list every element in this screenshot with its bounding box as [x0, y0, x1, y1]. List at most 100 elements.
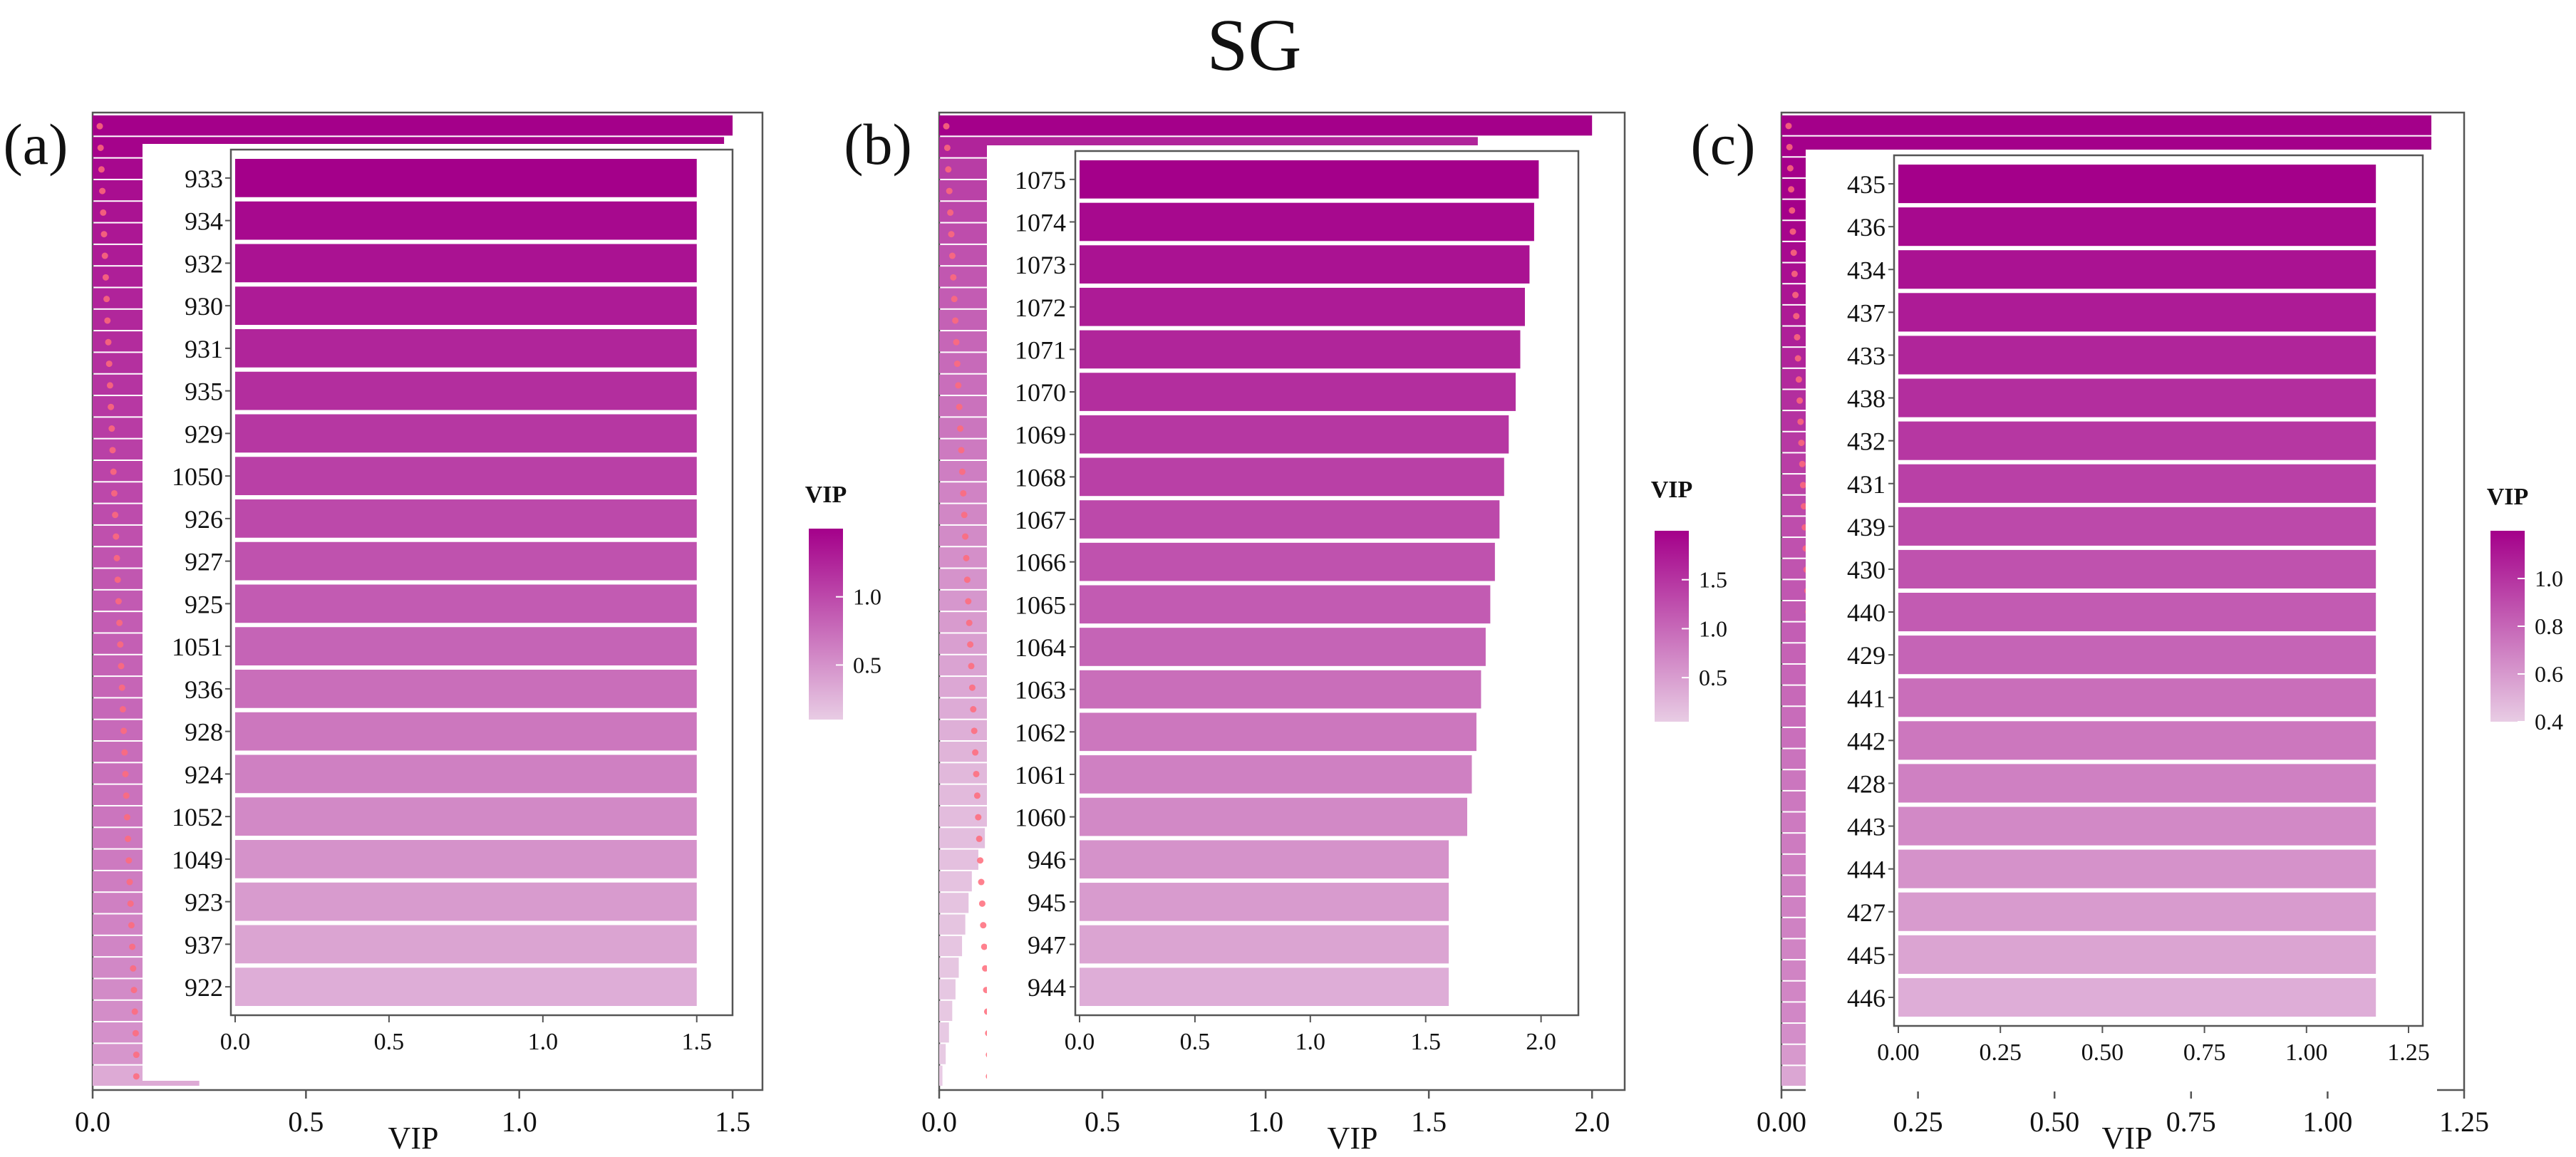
outer-tick-label: 0.00 [1757, 1106, 1806, 1138]
inset-bar [1080, 415, 1509, 454]
category-label: 1066 [1015, 549, 1066, 577]
colorbar-tick-label: 1.0 [1699, 616, 1727, 641]
vip-point [130, 965, 137, 972]
vip-point [958, 468, 966, 475]
category-label: 441 [1847, 684, 1886, 712]
outer-bar [939, 1000, 953, 1022]
category-label: 927 [185, 548, 223, 576]
vip-point [1785, 123, 1792, 130]
vip-point [960, 489, 967, 497]
inset-tick-label: 0.50 [2081, 1039, 2124, 1066]
inset-bar [235, 967, 697, 1006]
category-label: 934 [185, 207, 223, 236]
colorbar-tick-label: 0.4 [2535, 709, 2563, 735]
vip-point [1790, 249, 1797, 256]
vip-point [122, 770, 129, 777]
category-label: 431 [1847, 470, 1886, 499]
outer-bar [939, 1044, 946, 1064]
vip-point [125, 835, 132, 842]
x-axis-label: VIP [388, 1121, 439, 1156]
vip-point [110, 489, 118, 497]
inset-bar [1898, 507, 2376, 546]
category-label: 1067 [1015, 506, 1066, 534]
inset-tick-label: 1.00 [2285, 1039, 2328, 1066]
colorbar-tick-label: 0.6 [2535, 661, 2563, 687]
vip-point [132, 1029, 139, 1037]
category-label: 434 [1847, 256, 1886, 284]
category-label: 944 [1028, 973, 1066, 1002]
vip-point [1792, 291, 1799, 299]
vip-point [948, 231, 955, 238]
category-label: 933 [185, 165, 223, 193]
inset-frame [1074, 150, 1580, 1017]
vip-point [113, 554, 120, 561]
vip-point [967, 641, 974, 648]
vip-point [123, 814, 130, 821]
outer-tick-label: 1.0 [1248, 1106, 1283, 1138]
panels-group: (a) 0.0 0.5 1.0 1.5 VIP 933 934 932 930 931 935 929 1… [3, 111, 2563, 1156]
category-label: 1073 [1015, 251, 1066, 279]
outer-bar [939, 871, 972, 892]
inset-tick-label: 1.5 [1410, 1029, 1441, 1055]
category-label: 1074 [1015, 208, 1066, 237]
vip-point [972, 749, 979, 756]
colorbar-title: VIP [805, 482, 847, 508]
inset-tick-label: 0.5 [374, 1029, 405, 1055]
vip-point [1795, 376, 1802, 383]
vip-point [963, 576, 971, 583]
inset-frame [1893, 154, 2424, 1027]
inset-tick-label: 1.25 [2387, 1039, 2430, 1066]
inset-bar [235, 457, 697, 495]
outer-tick-label: 0.5 [288, 1106, 324, 1138]
vip-point [952, 317, 959, 324]
inset-bar [1080, 797, 1467, 836]
category-label: 440 [1847, 598, 1886, 627]
vip-point [118, 684, 125, 691]
outer-bar [939, 806, 992, 827]
colorbar-title: VIP [1651, 477, 1693, 503]
inset-bar [1080, 628, 1486, 666]
vip-point [1789, 207, 1796, 214]
vip-point [968, 663, 975, 670]
vip-point [958, 447, 965, 454]
vip-point [976, 835, 983, 842]
outer-tick-label: 0.50 [2029, 1106, 2079, 1138]
inset-bar [1898, 293, 2376, 332]
vip-point [1788, 186, 1795, 193]
outer-bar [939, 849, 978, 870]
inset-bar [235, 499, 697, 538]
vip-point [1791, 270, 1798, 277]
category-label: 429 [1847, 641, 1886, 670]
vip-point [113, 533, 120, 540]
inset-bar [235, 840, 697, 878]
category-label: 433 [1847, 341, 1886, 370]
category-label: 926 [185, 505, 223, 534]
vip-point [951, 296, 958, 303]
vip-point [1786, 143, 1793, 150]
inset-frame [229, 148, 734, 1017]
inset-bar [1898, 892, 2376, 931]
vip-point [99, 187, 106, 194]
vip-point [97, 144, 104, 151]
panel-label: (c) [1690, 112, 1755, 177]
category-label: 1052 [172, 803, 223, 831]
vip-point [109, 447, 116, 454]
vip-point [116, 619, 123, 626]
vip-point [133, 1073, 140, 1080]
inset-bar [1080, 840, 1449, 879]
inset-bar [1080, 500, 1500, 539]
vip-point [103, 296, 110, 303]
vip-point [1798, 440, 1805, 447]
colorbar-tick-label: 0.5 [1699, 665, 1727, 690]
inset-tick-label: 1.5 [682, 1029, 713, 1055]
inset-bar [1080, 883, 1449, 921]
category-label: 1050 [172, 462, 223, 491]
category-label: 442 [1847, 727, 1886, 755]
outer-tick-label: 0.5 [1085, 1106, 1120, 1138]
category-label: 928 [185, 718, 223, 747]
vip-point [943, 144, 951, 151]
vip-point [121, 749, 128, 756]
vip-point [96, 123, 103, 130]
vip-point [105, 338, 112, 346]
category-label: 930 [185, 292, 223, 321]
